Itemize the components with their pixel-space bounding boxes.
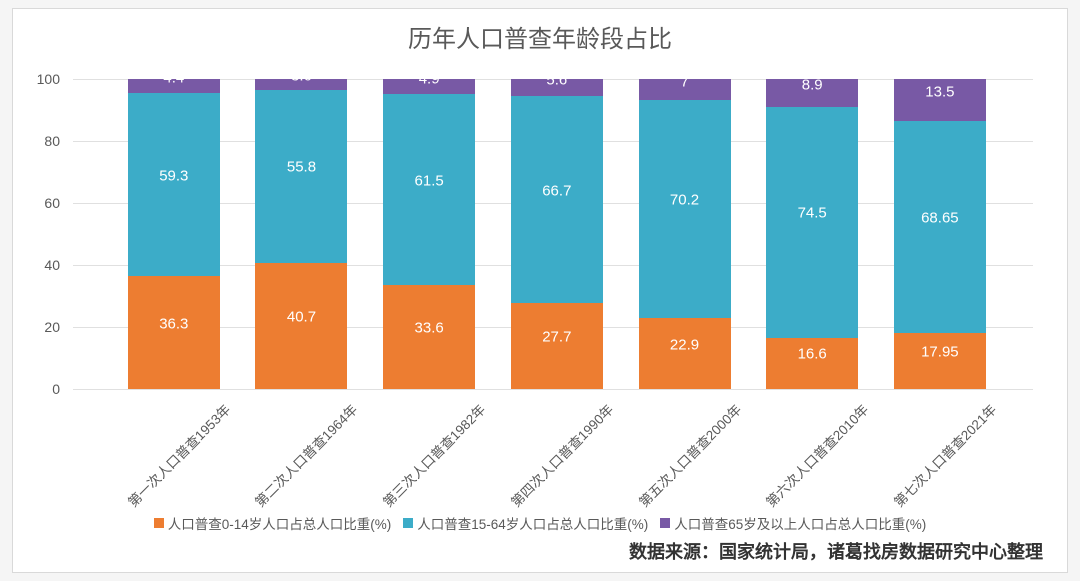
bar-value-label: 4.4 xyxy=(128,69,220,86)
bar-value-label: 59.3 xyxy=(128,167,220,184)
chart-container: 历年人口普查年龄段占比 0 20 40 60 80 100 36.3 59.3 4.4 40.7… xyxy=(12,8,1068,573)
bars-container: 36.359.34.440.755.83.633.661.54.927.766.… xyxy=(73,79,1033,389)
bar-group: 33.661.54.9 xyxy=(383,79,475,389)
bar-value-label: 17.95 xyxy=(894,344,986,361)
y-tick-label: 100 xyxy=(37,71,60,87)
bar-value-label: 8.9 xyxy=(766,76,858,93)
legend-label: 人口普查0-14岁人口占总人口比重(%) xyxy=(168,513,392,533)
bar-segment-age_15_64 xyxy=(255,90,347,263)
bar-segment-age_15_64 xyxy=(766,107,858,338)
bar-value-label: 55.8 xyxy=(255,159,347,176)
data-source: 数据来源：国家统计局，诸葛找房数据研究中心整理 xyxy=(629,538,1043,564)
bar-value-label: 3.6 xyxy=(255,68,347,85)
legend-item: 人口普查65岁及以上人口占总人口比重(%) xyxy=(660,513,926,533)
y-tick-label: 60 xyxy=(44,195,60,211)
bar-segment-age_0_14 xyxy=(255,263,347,389)
bar-value-label: 7 xyxy=(639,73,731,90)
bar-group: 27.766.75.6 xyxy=(511,79,603,389)
legend-swatch xyxy=(403,518,413,528)
bar-value-label: 66.7 xyxy=(511,182,603,199)
bar-group: 17.95 68.65 13.5 xyxy=(894,79,986,389)
legend-swatch xyxy=(154,518,164,528)
bar-segment-age_15_64 xyxy=(383,94,475,285)
gridline xyxy=(73,389,1033,390)
y-tick-label: 20 xyxy=(44,319,60,335)
bar-value-label: 16.6 xyxy=(766,346,858,363)
chart-title: 历年人口普查年龄段占比 xyxy=(13,9,1067,57)
bar-segment-age_0_14 xyxy=(639,318,731,389)
legend-item: 人口普查15-64岁人口占总人口比重(%) xyxy=(403,513,648,533)
x-axis-labels: 第一次人口普查1953年第二次人口普查1964年第三次人口普查1982年第四次人… xyxy=(73,393,1033,513)
bar-segment-age_15_64 xyxy=(639,100,731,318)
legend-item: 人口普查0-14岁人口占总人口比重(%) xyxy=(154,513,392,533)
bar-segment-age_15_64 xyxy=(894,121,986,334)
bar-group: 22.970.27 xyxy=(639,79,731,389)
bar-group: 16.6 74.5 8.9 xyxy=(766,79,858,389)
legend-swatch xyxy=(660,518,670,528)
y-axis-ticks: 020406080100 xyxy=(13,79,68,389)
bar-segment-age_0_14 xyxy=(383,285,475,389)
y-tick-label: 40 xyxy=(44,257,60,273)
bar-value-label: 61.5 xyxy=(383,172,475,189)
bar-segment-age_15_64 xyxy=(128,93,220,277)
bar-value-label: 13.5 xyxy=(894,83,986,100)
bar-value-label: 36.3 xyxy=(128,315,220,332)
bar-group: 36.359.34.4 xyxy=(128,79,220,389)
legend-label: 人口普查15-64岁人口占总人口比重(%) xyxy=(417,513,648,533)
bar-segment-age_15_64 xyxy=(511,96,603,303)
bar-value-label: 4.9 xyxy=(383,70,475,87)
bar-value-label: 33.6 xyxy=(383,319,475,336)
bar-segment-age_0_14 xyxy=(894,333,986,389)
bar-value-label: 70.2 xyxy=(639,192,731,209)
bar-value-label: 22.9 xyxy=(639,336,731,353)
bar-group: 40.755.83.6 xyxy=(255,79,347,389)
y-tick-label: 80 xyxy=(44,133,60,149)
bar-segment-age_0_14 xyxy=(511,303,603,389)
bar-value-label: 40.7 xyxy=(255,308,347,325)
legend-label: 人口普查65岁及以上人口占总人口比重(%) xyxy=(674,513,926,533)
legend: 人口普查0-14岁人口占总人口比重(%) 人口普查15-64岁人口占总人口比重(%… xyxy=(13,513,1067,533)
bar-value-label: 68.65 xyxy=(894,209,986,226)
bar-value-label: 5.6 xyxy=(511,71,603,88)
bar-value-label: 27.7 xyxy=(511,329,603,346)
bar-value-label: 74.5 xyxy=(766,205,858,222)
bar-segment-age_0_14 xyxy=(128,276,220,389)
y-tick-label: 0 xyxy=(52,381,60,397)
